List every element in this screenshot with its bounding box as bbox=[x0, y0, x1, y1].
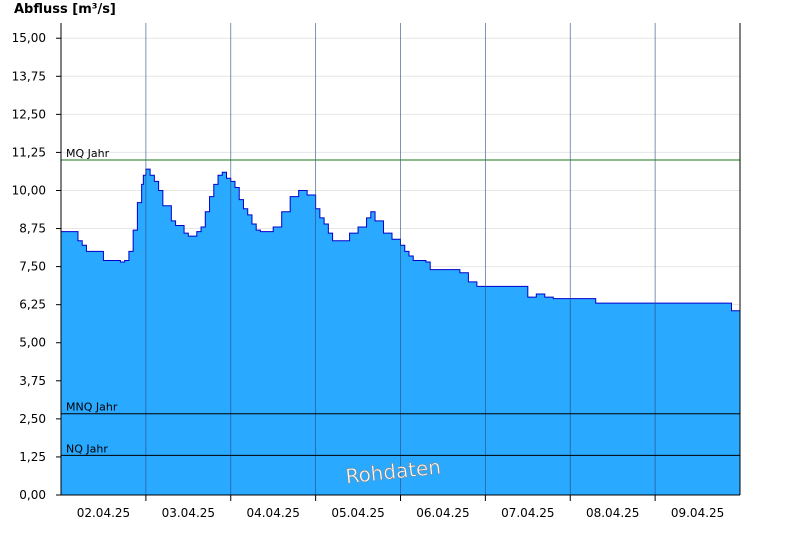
discharge-area bbox=[61, 23, 740, 496]
y-tick-label: 13,75 bbox=[12, 69, 46, 83]
y-tick-label: 12,50 bbox=[12, 107, 46, 121]
y-tick-label: 3,75 bbox=[19, 374, 46, 388]
reference-line-label: MNQ Jahr bbox=[66, 401, 118, 414]
y-tick-label: 10,00 bbox=[12, 183, 46, 197]
y-tick-label: 6,25 bbox=[19, 298, 46, 312]
axes: 0,00 1,25 2,50 3,75 5,00 6,25 7,50 8,75 10,00 11,… bbox=[12, 23, 741, 520]
y-tick-label: 7,50 bbox=[19, 260, 46, 274]
x-tick-label: 09.04.25 bbox=[671, 506, 724, 520]
reference-line-label: NQ Jahr bbox=[66, 442, 108, 455]
reference-line-label: MQ Jahr bbox=[66, 147, 110, 160]
y-tick-label: 5,00 bbox=[19, 336, 46, 350]
y-tick-label: 0,00 bbox=[19, 488, 46, 502]
y-tick-label: 1,25 bbox=[19, 450, 46, 464]
x-tick-label: 07.04.25 bbox=[501, 506, 554, 520]
x-tick-label: 06.04.25 bbox=[416, 506, 469, 520]
reference-lines: MQ Jahr MNQ Jahr NQ Jahr bbox=[61, 147, 740, 456]
x-tick-label: 05.04.25 bbox=[331, 506, 384, 520]
x-tick-label: 04.04.25 bbox=[246, 506, 299, 520]
y-tick-label: 2,50 bbox=[19, 412, 46, 426]
y-axis-label: Abfluss [m³/s] bbox=[14, 2, 116, 17]
y-tick-label: 15,00 bbox=[12, 31, 46, 45]
x-tick-label: 08.04.25 bbox=[586, 506, 639, 520]
x-tick-label: 02.04.25 bbox=[77, 506, 130, 520]
y-tick-label: 11,25 bbox=[12, 145, 46, 159]
discharge-line bbox=[61, 168, 740, 312]
y-tick-label: 8,75 bbox=[19, 222, 46, 236]
x-tick-label: 03.04.25 bbox=[162, 506, 215, 520]
